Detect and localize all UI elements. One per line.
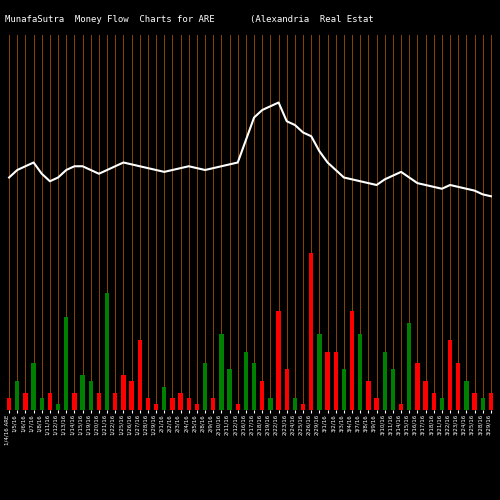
Bar — [48, 392, 52, 410]
Bar — [440, 398, 444, 410]
Bar — [326, 352, 330, 410]
Bar — [88, 381, 93, 410]
Bar — [72, 392, 76, 410]
Bar — [448, 340, 452, 410]
Bar — [96, 392, 101, 410]
Bar — [228, 369, 232, 410]
Bar — [40, 398, 44, 410]
Bar — [121, 375, 126, 410]
Bar — [138, 340, 142, 410]
Bar — [186, 398, 191, 410]
Bar — [80, 375, 85, 410]
Bar — [32, 364, 36, 410]
Bar — [260, 381, 264, 410]
Bar — [309, 252, 314, 410]
Bar — [407, 322, 412, 410]
Bar — [292, 398, 297, 410]
Bar — [178, 392, 183, 410]
Bar — [64, 316, 68, 410]
Bar — [105, 294, 110, 410]
Bar — [488, 392, 493, 410]
Bar — [56, 404, 60, 410]
Bar — [464, 381, 468, 410]
Bar — [236, 404, 240, 410]
Text: (Alexandria  Real Estat: (Alexandria Real Estat — [250, 14, 374, 24]
Bar — [276, 311, 281, 410]
Bar — [399, 404, 404, 410]
Bar — [268, 398, 272, 410]
Bar — [350, 311, 354, 410]
Bar — [170, 398, 174, 410]
Bar — [366, 381, 370, 410]
Bar — [162, 386, 166, 410]
Bar — [415, 364, 420, 410]
Bar — [382, 352, 387, 410]
Bar — [317, 334, 322, 410]
Bar — [194, 404, 199, 410]
Bar — [424, 381, 428, 410]
Bar — [23, 392, 28, 410]
Bar — [146, 398, 150, 410]
Bar — [113, 392, 117, 410]
Bar — [301, 404, 306, 410]
Bar — [480, 398, 485, 410]
Bar — [342, 369, 346, 410]
Bar — [219, 334, 224, 410]
Bar — [7, 398, 12, 410]
Bar — [334, 352, 338, 410]
Bar — [211, 398, 216, 410]
Bar — [284, 369, 289, 410]
Bar — [456, 364, 460, 410]
Bar — [390, 369, 395, 410]
Bar — [130, 381, 134, 410]
Bar — [203, 364, 207, 410]
Bar — [358, 334, 362, 410]
Bar — [252, 364, 256, 410]
Bar — [15, 381, 20, 410]
Bar — [244, 352, 248, 410]
Bar — [374, 398, 379, 410]
Bar — [472, 392, 477, 410]
Text: MunafaSutra  Money Flow  Charts for ARE: MunafaSutra Money Flow Charts for ARE — [5, 14, 214, 24]
Bar — [154, 404, 158, 410]
Bar — [432, 392, 436, 410]
